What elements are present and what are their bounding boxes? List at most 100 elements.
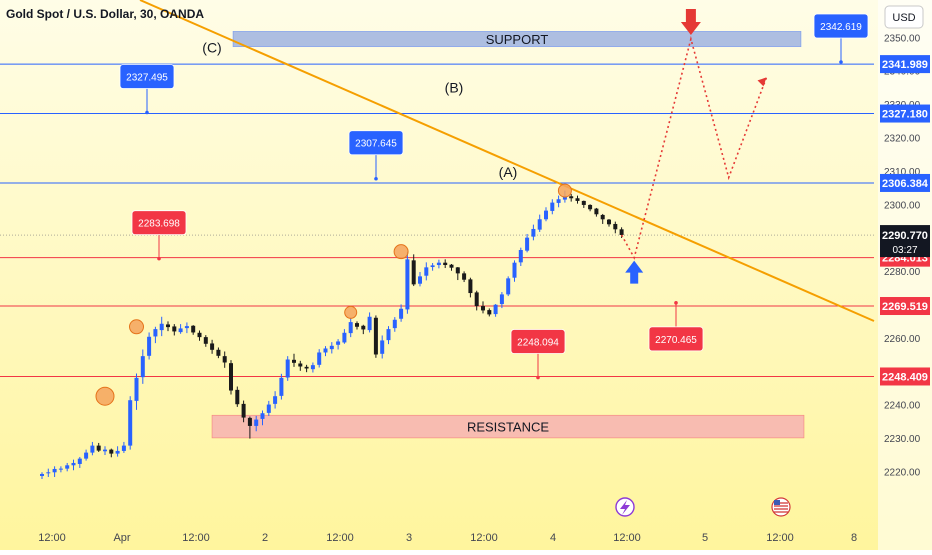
price-level-tag (880, 173, 930, 192)
candle-body (336, 341, 341, 345)
price-level-tag-text: 2306.384 (882, 178, 929, 190)
candle-body (216, 349, 221, 356)
candle-body (562, 195, 567, 200)
callout-anchor (674, 301, 678, 305)
candle-body (222, 356, 227, 363)
price-level-tag-text: 2269.519 (882, 301, 928, 313)
y-tick-label: 2350.00 (884, 33, 921, 44)
candle-body (481, 306, 485, 311)
candle-body (537, 219, 542, 230)
current-price-tag (880, 225, 930, 258)
candle-body (140, 356, 145, 378)
current-price-text: 2290.770 (882, 230, 928, 242)
candle-body (411, 260, 416, 285)
candle-body (373, 317, 378, 355)
candle-body (304, 366, 309, 369)
candle-body (273, 396, 278, 404)
candle-body (418, 276, 422, 284)
resistance-zone (211, 414, 805, 439)
candle-body (159, 323, 164, 331)
candle-body (436, 262, 441, 266)
candle-body (512, 262, 517, 278)
candle-body (166, 324, 170, 328)
x-tick-label: 12:00 (326, 532, 354, 544)
candle-body (594, 208, 599, 215)
y-tick-label: 2260.00 (884, 334, 921, 345)
callout-box (131, 210, 187, 236)
callout-anchor (536, 375, 540, 380)
candle-body (361, 325, 366, 330)
candle-body (109, 449, 114, 454)
candle-body (178, 328, 183, 333)
y-tick-label: 2230.00 (884, 434, 921, 445)
candle-body (317, 352, 322, 365)
callout-anchor (157, 256, 161, 261)
callout-box (648, 326, 704, 352)
price-level-tag-text: 2341.989 (882, 59, 928, 71)
candle-body (493, 304, 498, 315)
y-tick-label: 2240.00 (884, 401, 921, 412)
price-level-tag (880, 104, 930, 123)
candle-body (96, 445, 101, 451)
candle-body (153, 329, 158, 337)
candle-body (575, 198, 580, 201)
x-tick-label: 12:00 (766, 532, 794, 544)
candle-body (348, 322, 353, 334)
callout-anchor (145, 110, 149, 115)
resistance-zone-label: RESISTANCE (467, 420, 549, 435)
candle-body (518, 249, 523, 263)
candle-body (506, 278, 511, 295)
candle-body (40, 473, 44, 476)
wave-label: (B) (445, 79, 464, 95)
candle-body (172, 326, 177, 332)
x-tick-label: 2 (262, 532, 268, 544)
candle-body (531, 228, 536, 237)
candle-body (71, 462, 76, 466)
y-tick-label: 2280.00 (884, 267, 921, 278)
candle-body (556, 199, 561, 203)
candle-body (229, 363, 233, 391)
candle-body (197, 332, 202, 338)
candle-body (329, 345, 334, 350)
swing-marker (129, 319, 144, 335)
candle-body (121, 445, 126, 451)
candle-body (310, 365, 315, 370)
candle-body (462, 273, 467, 280)
x-tick-label: 3 (406, 532, 412, 544)
candle-body (443, 262, 448, 266)
projection-arrowhead (757, 77, 767, 87)
candle-body (525, 237, 530, 251)
candle-body (203, 337, 208, 344)
candle-body (103, 449, 107, 452)
y-tick-label: 2320.00 (884, 134, 921, 145)
candle-body (46, 472, 51, 474)
lightning-bolt-icon (620, 500, 630, 515)
projection-path (620, 35, 768, 260)
candle-body (77, 458, 82, 464)
countdown-text: 03:27 (892, 245, 917, 256)
price-level-tag (880, 367, 930, 386)
candle-body (210, 343, 215, 350)
callout-anchor (839, 60, 843, 64)
candle-body (191, 325, 196, 333)
x-tick-label: 4 (550, 532, 556, 544)
wave-label: (C) (202, 39, 221, 55)
callout-box (813, 13, 869, 39)
candle-body (147, 336, 152, 356)
candle-body (235, 389, 240, 405)
candle-body (58, 468, 63, 470)
callout-label: 2307.645 (355, 139, 397, 150)
candle-body (254, 419, 259, 426)
price-level-tag (880, 55, 930, 74)
x-tick-label: 12:00 (613, 532, 641, 544)
swing-marker (557, 183, 572, 198)
x-tick-label: 12:00 (38, 532, 66, 544)
flag-canton (774, 500, 780, 505)
currency-button[interactable] (884, 5, 924, 29)
candle-body (134, 377, 139, 401)
candle-body (247, 417, 252, 426)
candle-body (65, 465, 70, 469)
candle-body (285, 359, 290, 378)
candle-body (405, 259, 410, 310)
